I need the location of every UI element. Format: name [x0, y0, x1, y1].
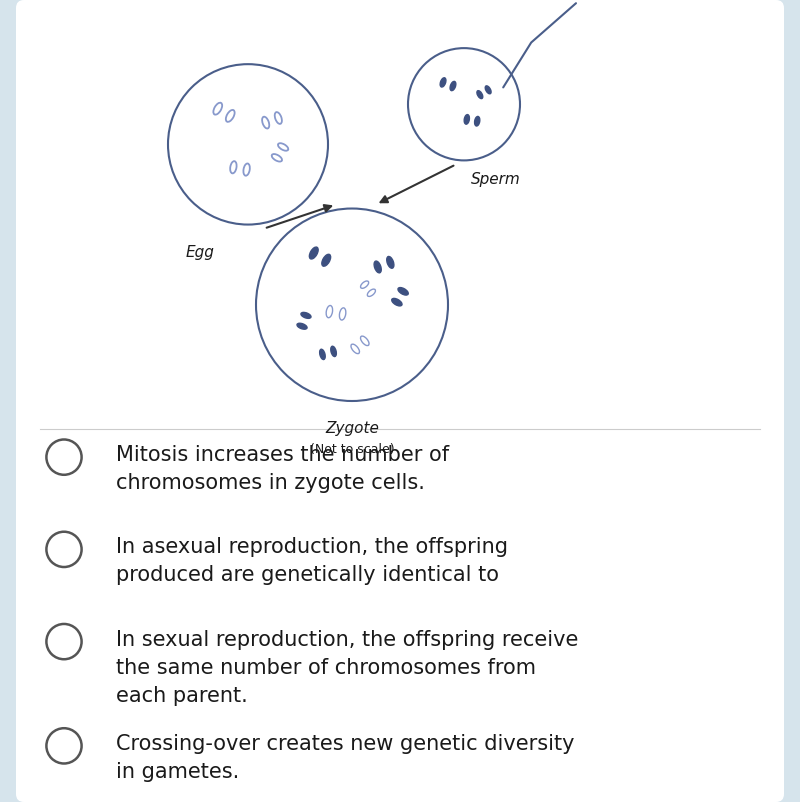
Ellipse shape — [326, 306, 333, 318]
Ellipse shape — [278, 144, 288, 151]
Ellipse shape — [374, 261, 382, 273]
Ellipse shape — [367, 289, 375, 297]
Ellipse shape — [386, 257, 394, 268]
Ellipse shape — [322, 254, 330, 266]
Ellipse shape — [320, 349, 326, 359]
Ellipse shape — [330, 346, 336, 357]
Ellipse shape — [310, 247, 318, 259]
Ellipse shape — [243, 164, 250, 176]
Ellipse shape — [214, 103, 222, 115]
Ellipse shape — [440, 78, 446, 87]
Text: Sperm: Sperm — [471, 172, 521, 188]
Text: Crossing-over creates new genetic diversity: Crossing-over creates new genetic divers… — [116, 734, 574, 754]
Text: (Not to scale): (Not to scale) — [310, 443, 394, 456]
Text: produced are genetically identical to: produced are genetically identical to — [116, 565, 499, 585]
Ellipse shape — [361, 336, 369, 346]
Text: each parent.: each parent. — [116, 686, 248, 706]
Ellipse shape — [230, 161, 237, 173]
Ellipse shape — [474, 116, 480, 126]
Ellipse shape — [226, 110, 234, 122]
Text: Mitosis increases the number of: Mitosis increases the number of — [116, 445, 449, 465]
Ellipse shape — [486, 86, 491, 94]
Ellipse shape — [464, 115, 470, 124]
Text: In asexual reproduction, the offspring: In asexual reproduction, the offspring — [116, 537, 508, 557]
Ellipse shape — [297, 323, 307, 329]
Text: the same number of chromosomes from: the same number of chromosomes from — [116, 658, 536, 678]
Text: in gametes.: in gametes. — [116, 762, 239, 782]
Ellipse shape — [477, 91, 482, 99]
Ellipse shape — [450, 81, 456, 91]
Ellipse shape — [272, 154, 282, 161]
Ellipse shape — [262, 117, 270, 128]
Ellipse shape — [274, 112, 282, 124]
Ellipse shape — [361, 281, 369, 289]
Text: chromosomes in zygote cells.: chromosomes in zygote cells. — [116, 473, 425, 493]
Text: In sexual reproduction, the offspring receive: In sexual reproduction, the offspring re… — [116, 630, 578, 650]
Text: Zygote: Zygote — [325, 421, 379, 436]
Ellipse shape — [339, 308, 346, 320]
Ellipse shape — [301, 313, 311, 318]
Ellipse shape — [351, 344, 359, 354]
Text: Egg: Egg — [186, 245, 214, 260]
Ellipse shape — [392, 298, 402, 306]
Ellipse shape — [398, 288, 408, 295]
